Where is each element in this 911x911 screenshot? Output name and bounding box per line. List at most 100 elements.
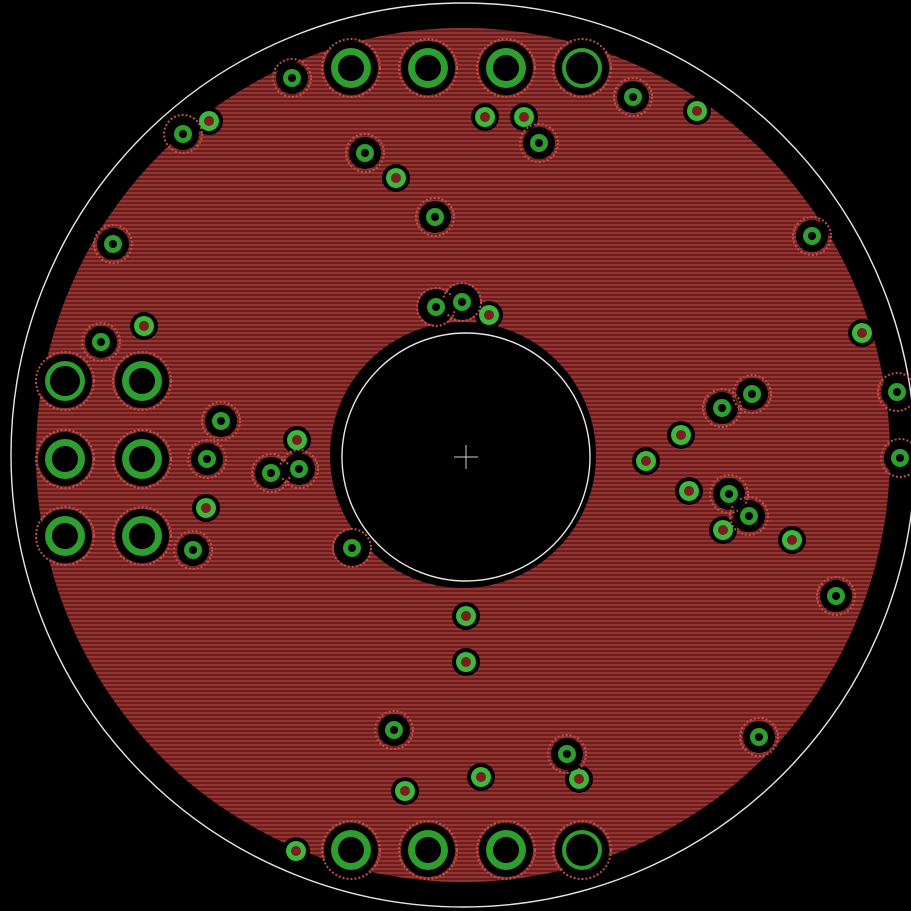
crosshair-icon xyxy=(454,445,478,469)
thermal-ring xyxy=(442,282,482,322)
via-icon[interactable] xyxy=(395,781,415,801)
through-hole-pad-icon[interactable] xyxy=(195,447,219,471)
thermal-ring xyxy=(345,133,385,173)
through-hole-pad-icon[interactable] xyxy=(382,718,406,742)
through-hole-pad-icon[interactable] xyxy=(562,830,602,870)
via-icon[interactable] xyxy=(514,107,534,127)
through-hole-pad-icon[interactable] xyxy=(800,224,824,248)
thermal-ring xyxy=(35,429,95,489)
thermal-ring xyxy=(332,528,372,568)
thermal-ring xyxy=(35,506,95,566)
thermal-ring xyxy=(398,38,458,98)
through-hole-pad-icon[interactable] xyxy=(340,536,364,560)
via-icon[interactable] xyxy=(196,498,216,518)
through-hole-pad-icon[interactable] xyxy=(259,461,283,485)
via-icon[interactable] xyxy=(475,107,495,127)
thermal-ring xyxy=(201,401,241,441)
thermal-ring xyxy=(272,58,312,98)
through-hole-pad-icon[interactable] xyxy=(45,361,85,401)
through-hole-pad-icon[interactable] xyxy=(331,48,371,88)
through-hole-pad-icon[interactable] xyxy=(621,85,645,109)
thermal-ring xyxy=(415,197,455,237)
through-hole-pad-icon[interactable] xyxy=(527,131,551,155)
thermal-ring xyxy=(552,38,612,98)
thermal-relief-icon xyxy=(35,38,911,880)
through-hole-pad-icon[interactable] xyxy=(353,141,377,165)
thermal-ring xyxy=(112,351,172,411)
through-hole-pad-icon[interactable] xyxy=(122,516,162,556)
through-hole-pad-icon[interactable] xyxy=(171,122,195,146)
through-hole-pad-icon[interactable] xyxy=(824,584,848,608)
via-icon[interactable] xyxy=(782,530,802,550)
through-hole-pad-icon[interactable] xyxy=(280,66,304,90)
through-hole-pad-icon[interactable] xyxy=(888,446,911,470)
through-hole-pad-icon[interactable] xyxy=(45,439,85,479)
through-hole-pad-icon[interactable] xyxy=(209,409,233,433)
thermal-ring xyxy=(476,38,536,98)
thermal-ring xyxy=(880,438,911,478)
through-hole-pad-icon[interactable] xyxy=(710,396,734,420)
through-hole-pad-icon[interactable] xyxy=(486,830,526,870)
thermal-ring xyxy=(374,710,414,750)
via-icon[interactable] xyxy=(636,451,656,471)
thermal-ring xyxy=(112,506,172,566)
thermal-ring xyxy=(93,224,133,264)
via-icon[interactable] xyxy=(456,652,476,672)
through-hole-pad-icon[interactable] xyxy=(423,205,447,229)
through-hole-pad-icon[interactable] xyxy=(740,382,764,406)
thermal-ring xyxy=(321,38,381,98)
through-hole-pad-icon[interactable] xyxy=(408,48,448,88)
thermal-ring xyxy=(187,439,227,479)
thermal-ring xyxy=(729,496,769,536)
through-hole-pad-icon[interactable] xyxy=(287,457,311,481)
through-hole-pad-icon[interactable] xyxy=(181,538,205,562)
via-icon[interactable] xyxy=(713,520,733,540)
through-hole-pad-icon[interactable] xyxy=(408,830,448,870)
via-icon[interactable] xyxy=(569,769,589,789)
through-hole-pad-icon[interactable] xyxy=(717,482,741,506)
thermal-ring xyxy=(739,717,779,757)
via-icon[interactable] xyxy=(287,430,307,450)
thermal-ring xyxy=(35,351,95,411)
via-icon[interactable] xyxy=(471,767,491,787)
thermal-ring xyxy=(279,449,319,489)
thermal-ring xyxy=(709,474,749,514)
thermal-ring xyxy=(173,530,213,570)
thermal-ring xyxy=(792,216,832,256)
through-hole-pad-icon[interactable] xyxy=(885,380,909,404)
through-hole-pad-icon[interactable] xyxy=(89,330,113,354)
via-icon[interactable] xyxy=(456,606,476,626)
thermal-ring xyxy=(732,374,772,414)
via-icon[interactable] xyxy=(286,841,306,861)
through-hole-pad-icon[interactable] xyxy=(555,742,579,766)
thermal-ring xyxy=(163,114,203,154)
via-icon[interactable] xyxy=(852,323,872,343)
through-hole-pad-icon[interactable] xyxy=(562,48,602,88)
via-icon[interactable] xyxy=(386,168,406,188)
via-icon[interactable] xyxy=(671,425,691,445)
thermal-ring xyxy=(702,388,742,428)
via-icon[interactable] xyxy=(679,481,699,501)
through-hole-pad-icon[interactable] xyxy=(737,504,761,528)
thermal-ring xyxy=(321,820,381,880)
through-hole-pad-icon[interactable] xyxy=(45,516,85,556)
through-hole-pad-icon[interactable] xyxy=(747,725,771,749)
thermal-ring xyxy=(519,123,559,163)
thermal-ring xyxy=(816,576,856,616)
through-hole-pad-icon[interactable] xyxy=(122,439,162,479)
through-hole-pad-icon[interactable] xyxy=(331,830,371,870)
thermal-ring xyxy=(398,820,458,880)
thermal-ring xyxy=(877,372,911,412)
thermal-ring xyxy=(81,322,121,362)
through-hole-pad-icon[interactable] xyxy=(424,295,448,319)
via-icon[interactable] xyxy=(479,305,499,325)
via-icon[interactable] xyxy=(199,111,219,131)
through-hole-pad-icon[interactable] xyxy=(101,232,125,256)
via-icon[interactable] xyxy=(687,101,707,121)
thermal-ring xyxy=(112,429,172,489)
through-hole-pad-icon[interactable] xyxy=(450,290,474,314)
via-icon[interactable] xyxy=(134,316,154,336)
through-hole-pad-icon[interactable] xyxy=(486,48,526,88)
through-hole-pad-icon[interactable] xyxy=(122,361,162,401)
